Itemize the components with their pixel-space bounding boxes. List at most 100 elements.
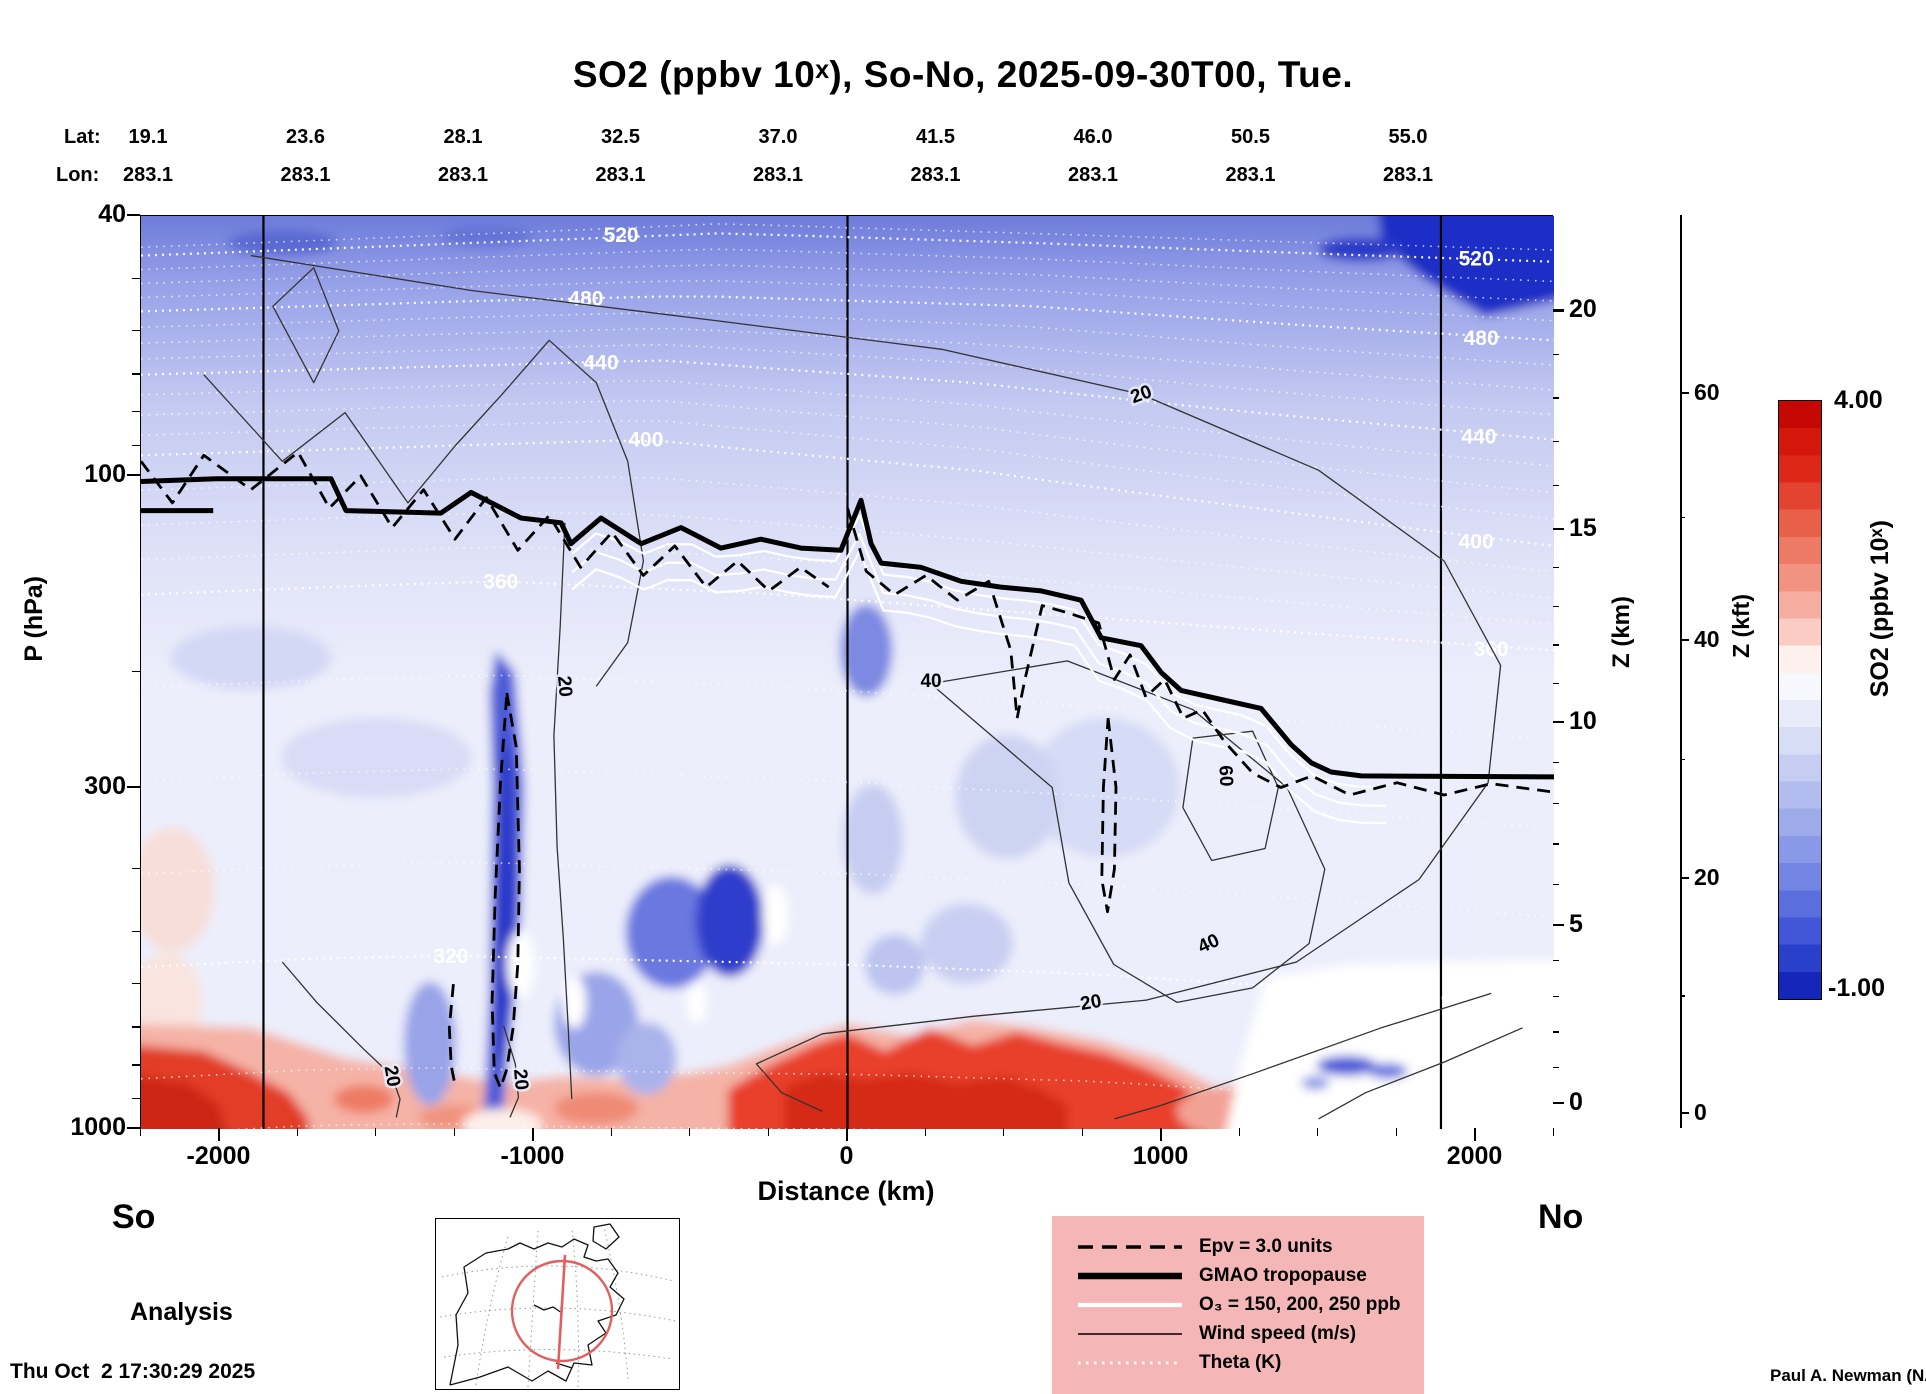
svg-text:440: 440 [583, 351, 618, 374]
graticule-line [475, 1236, 509, 1386]
distance-minor-tick [1003, 1128, 1005, 1136]
legend-item-label: O₃ = 150, 200, 250 ppb [1199, 1294, 1401, 1315]
lat-tick-label: 37.0 [758, 126, 798, 148]
z-km-minor-tick [1553, 1067, 1559, 1069]
z-kft-tick [1680, 392, 1689, 395]
pressure-minor-tick [132, 277, 140, 280]
lat-tick-label: 55.0 [1388, 126, 1428, 148]
legend: Epv = 3.0 units GMAO tropopause O₃ = 150, … [1052, 1216, 1424, 1394]
z-kft-minor-tick [1680, 516, 1685, 518]
legend-item: GMAO tropopause [1052, 1265, 1424, 1287]
z-km-minor-tick [1553, 644, 1559, 646]
z-kft-axis-title: Z (kft) [1728, 594, 1754, 658]
lat-tick-label: 32.5 [601, 126, 640, 148]
distance-minor-tick [1238, 1128, 1240, 1136]
pressure-tick-label: 300 [84, 771, 126, 800]
distance-minor-tick [1317, 1128, 1319, 1136]
lon-tick-label: 283.1 [280, 164, 331, 186]
coastline [533, 1304, 563, 1314]
distance-minor-tick [1081, 1128, 1083, 1136]
z-km-minor-tick [1553, 995, 1559, 998]
theta-contours: 520 520 480 480 440 440 400 400 360 360 320 [141, 223, 1554, 1129]
z-kft-tick-label: 0 [1694, 1098, 1707, 1125]
pressure-minor-tick [132, 671, 140, 673]
z-km-tick-label: 20 [1569, 295, 1597, 324]
coastline [449, 1238, 625, 1386]
z-km-tick [1553, 527, 1564, 531]
north-endpoint-label: No [1538, 1198, 1584, 1236]
distance-tick [531, 1128, 534, 1141]
lon-tick-label: 283.1 [1382, 164, 1434, 186]
pressure-minor-tick [132, 329, 140, 331]
distance-tick-label: 1000 [1132, 1142, 1189, 1170]
distance-tick-label: -1000 [500, 1142, 565, 1170]
colorbar-title: SO2 (ppbv 10ˣ) [1866, 520, 1894, 698]
z-km-tick-label: 15 [1569, 513, 1597, 542]
chart-title: SO2 (ppbv 10ˣ), So-No, 2025-09-30T00, Tu… [572, 54, 1354, 95]
svg-text:20: 20 [553, 675, 576, 698]
south-endpoint-label: So [112, 1198, 156, 1236]
lon-tick-label: 283.1 [1067, 164, 1119, 186]
z-km-minor-tick [1553, 441, 1559, 443]
creation-timestamp: Thu Oct 2 17:30:29 2025 [10, 1360, 256, 1383]
z-kft-tick [1680, 639, 1689, 642]
svg-text:320: 320 [433, 945, 468, 968]
lat-tick-label: 23.6 [286, 126, 325, 148]
svg-text:60: 60 [1214, 765, 1236, 787]
distance-tick-label: 0 [839, 1142, 854, 1170]
lat-tick-label: 19.1 [128, 126, 168, 148]
distance-minor-tick [375, 1128, 377, 1136]
svg-text:360: 360 [483, 570, 518, 593]
legend-item-label: GMAO tropopause [1199, 1265, 1367, 1286]
svg-text:400: 400 [1459, 530, 1494, 553]
so2-field-canvas: 520 520 480 480 440 440 400 400 360 360 320 20 20 20 2… [141, 216, 1554, 1129]
z-km-minor-tick [1553, 484, 1559, 487]
svg-text:360: 360 [1474, 638, 1509, 661]
z-km-minor-tick [1553, 1031, 1559, 1033]
z-kft-tick [1680, 876, 1689, 879]
svg-text:40: 40 [920, 671, 941, 692]
credit: Paul A. Newman (NASA [1770, 1366, 1926, 1385]
distance-tick [845, 1128, 848, 1141]
lon-tick-label: 283.1 [1225, 164, 1276, 186]
pressure-axis-title: P (hPa) [20, 576, 48, 662]
z-km-tick-label: 5 [1569, 910, 1583, 939]
pressure-minor-tick [132, 1026, 140, 1028]
cross-section-coverage-circle [510, 1259, 614, 1363]
svg-text:520: 520 [1459, 248, 1494, 271]
pressure-minor-tick [132, 930, 140, 933]
lon-axis-label: Lon: [56, 164, 100, 186]
lat-tick-label: 50.5 [1231, 126, 1270, 148]
distance-minor-tick [296, 1128, 298, 1136]
thin-black-line-sample [1078, 1333, 1182, 1335]
distance-minor-tick [1395, 1128, 1397, 1136]
map-inset [435, 1218, 680, 1390]
svg-text:20: 20 [380, 1064, 404, 1088]
z-km-tick [1553, 924, 1564, 927]
z-kft-tick-label: 40 [1694, 626, 1720, 653]
z-kft-tick [1680, 1111, 1689, 1114]
pressure-minor-tick [132, 444, 140, 446]
svg-text:520: 520 [604, 224, 639, 247]
distance-minor-tick [139, 1128, 141, 1136]
pressure-minor-tick [132, 373, 140, 375]
pressure-tick [127, 473, 140, 477]
z-kft-minor-tick [1680, 995, 1685, 997]
analysis-label: Analysis [130, 1298, 233, 1326]
svg-text:440: 440 [1461, 425, 1496, 448]
z-km-minor-tick [1553, 843, 1559, 845]
colorbar [1778, 400, 1822, 1000]
z-km-axis-title: Z (km) [1608, 596, 1635, 668]
pressure-tick-label: 40 [98, 200, 126, 228]
distance-minor-tick [689, 1128, 691, 1136]
svg-text:480: 480 [568, 287, 603, 310]
z-km-minor-tick [1553, 682, 1559, 685]
legend-item: O₃ = 150, 200, 250 ppb [1052, 1294, 1424, 1316]
plot-area: 520 520 480 480 440 440 400 400 360 360 320 20 20 20 2… [140, 215, 1554, 1129]
graticule-line [603, 1226, 629, 1380]
lon-tick-label: 283.1 [910, 164, 961, 186]
lon-tick-label: 283.1 [752, 164, 804, 186]
colorbar-min-label: -1.00 [1828, 974, 1885, 1002]
distance-tick-label: 2000 [1446, 1142, 1503, 1170]
